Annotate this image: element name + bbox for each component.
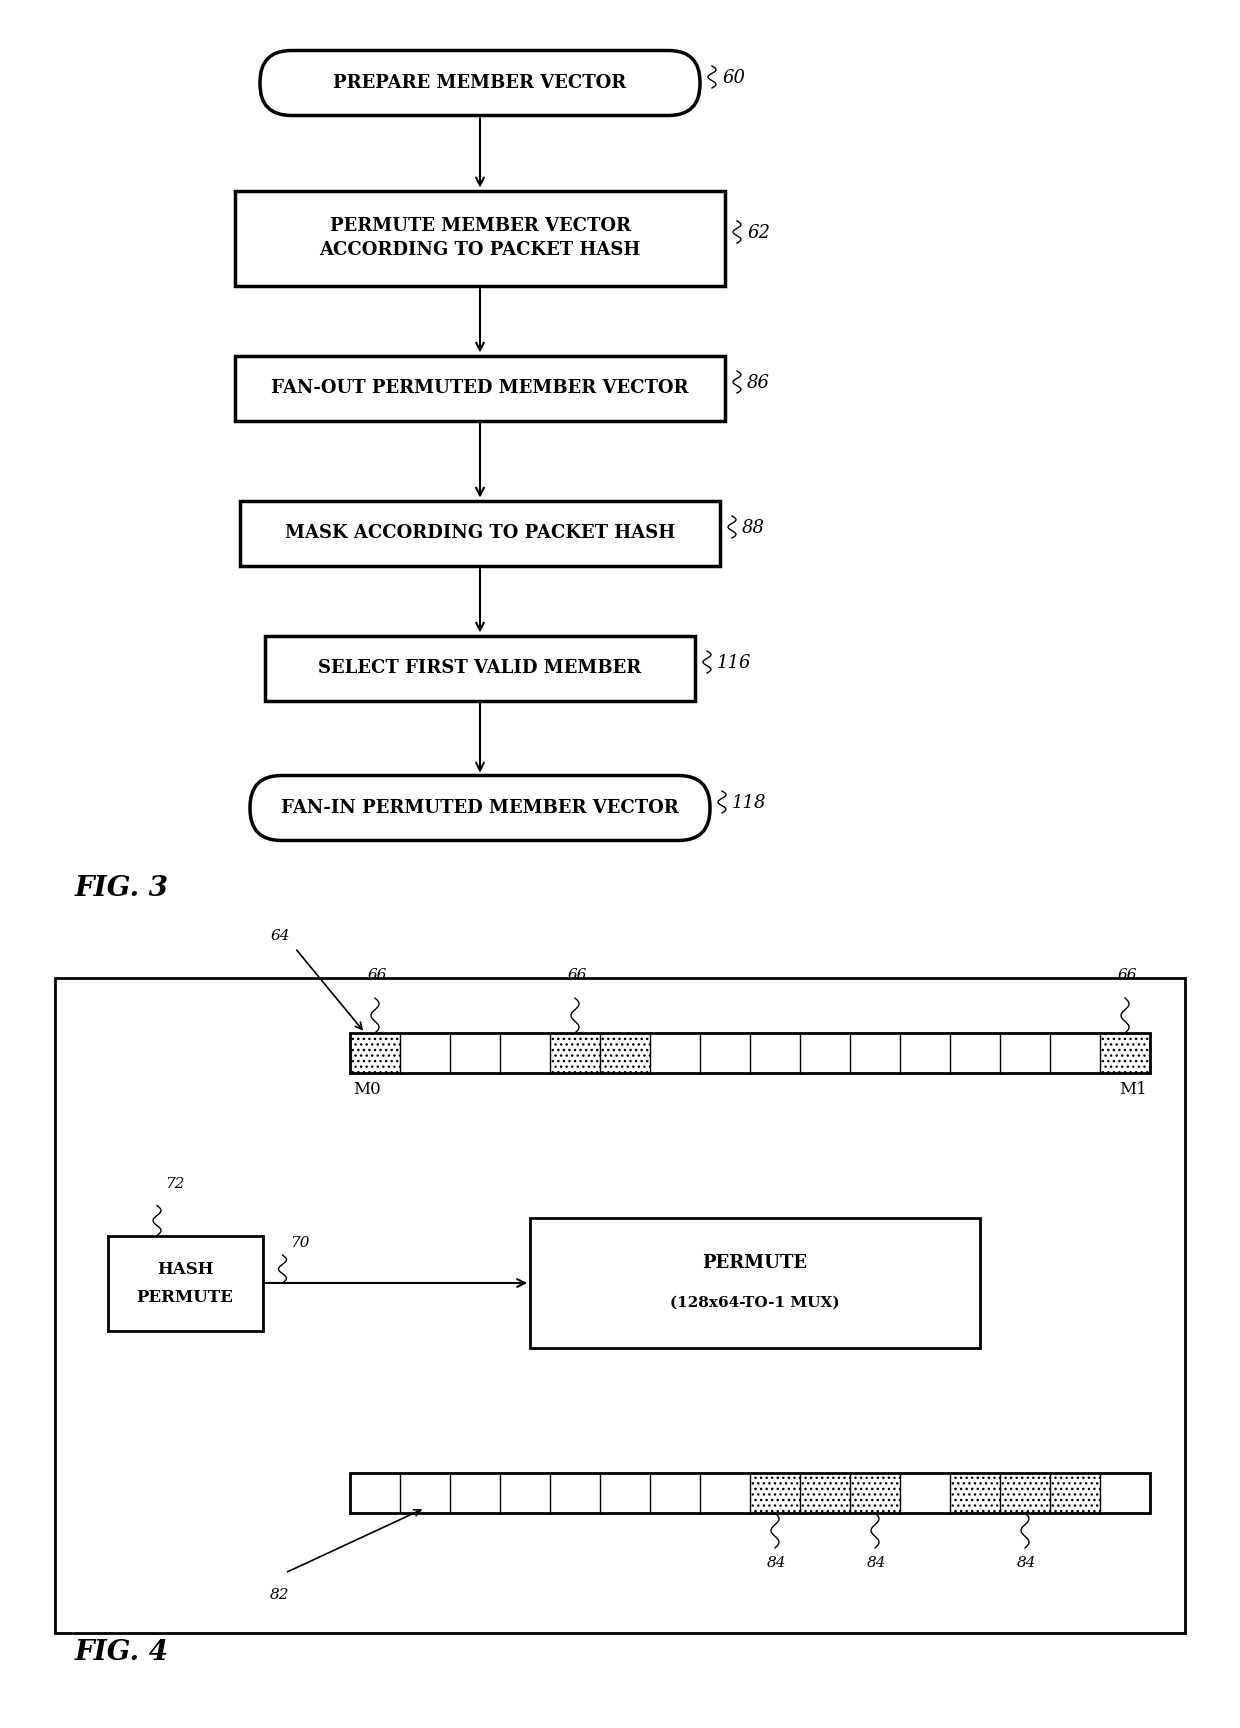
Text: MASK ACCORDING TO PACKET HASH: MASK ACCORDING TO PACKET HASH — [285, 524, 675, 543]
Bar — [1100, 1033, 1149, 1073]
Text: HASH: HASH — [156, 1260, 213, 1277]
Text: 86: 86 — [746, 373, 770, 392]
Bar — [236, 190, 725, 285]
Bar — [350, 1033, 1149, 1073]
Text: 88: 88 — [742, 518, 765, 537]
Text: 84: 84 — [768, 1555, 786, 1571]
Bar — [350, 1033, 401, 1073]
Text: SELECT FIRST VALID MEMBER: SELECT FIRST VALID MEMBER — [319, 658, 641, 677]
Text: PERMUTE: PERMUTE — [703, 1255, 807, 1272]
Bar — [108, 1236, 263, 1331]
Text: PREPARE MEMBER VECTOR: PREPARE MEMBER VECTOR — [334, 74, 626, 92]
Bar — [600, 1033, 650, 1073]
Bar — [265, 636, 694, 700]
Text: 72: 72 — [165, 1177, 185, 1192]
Bar — [950, 1472, 999, 1514]
Text: M0: M0 — [353, 1082, 381, 1097]
Text: 118: 118 — [732, 793, 766, 812]
Text: 84: 84 — [867, 1555, 887, 1571]
Text: 66: 66 — [367, 968, 387, 982]
Bar — [750, 1472, 800, 1514]
Text: 82: 82 — [270, 1588, 289, 1602]
Text: FAN-IN PERMUTED MEMBER VECTOR: FAN-IN PERMUTED MEMBER VECTOR — [281, 798, 678, 817]
Bar — [241, 501, 720, 565]
Bar — [800, 1472, 849, 1514]
Text: 66: 66 — [567, 968, 587, 982]
Text: 116: 116 — [717, 653, 751, 672]
Text: 70: 70 — [290, 1236, 310, 1249]
FancyBboxPatch shape — [250, 776, 711, 840]
Bar — [999, 1472, 1050, 1514]
Text: M1: M1 — [1120, 1082, 1147, 1097]
Bar — [849, 1472, 900, 1514]
Bar — [236, 356, 725, 420]
Bar — [1050, 1472, 1100, 1514]
Text: 84: 84 — [1017, 1555, 1037, 1571]
Text: 62: 62 — [746, 225, 770, 242]
FancyBboxPatch shape — [260, 50, 701, 116]
Text: FIG. 4: FIG. 4 — [74, 1640, 169, 1666]
Text: PERMUTE: PERMUTE — [136, 1289, 233, 1305]
Bar — [529, 1218, 980, 1348]
Text: 60: 60 — [722, 69, 745, 86]
Text: 66: 66 — [1117, 968, 1137, 982]
Bar — [350, 1472, 1149, 1514]
Text: (128x64-TO-1 MUX): (128x64-TO-1 MUX) — [670, 1296, 839, 1310]
Bar — [55, 978, 1185, 1633]
Text: PERMUTE MEMBER VECTOR
ACCORDING TO PACKET HASH: PERMUTE MEMBER VECTOR ACCORDING TO PACKE… — [320, 218, 641, 259]
Text: FAN-OUT PERMUTED MEMBER VECTOR: FAN-OUT PERMUTED MEMBER VECTOR — [272, 378, 688, 397]
Bar — [551, 1033, 600, 1073]
Text: 64: 64 — [270, 930, 290, 943]
Text: FIG. 3: FIG. 3 — [74, 874, 169, 902]
